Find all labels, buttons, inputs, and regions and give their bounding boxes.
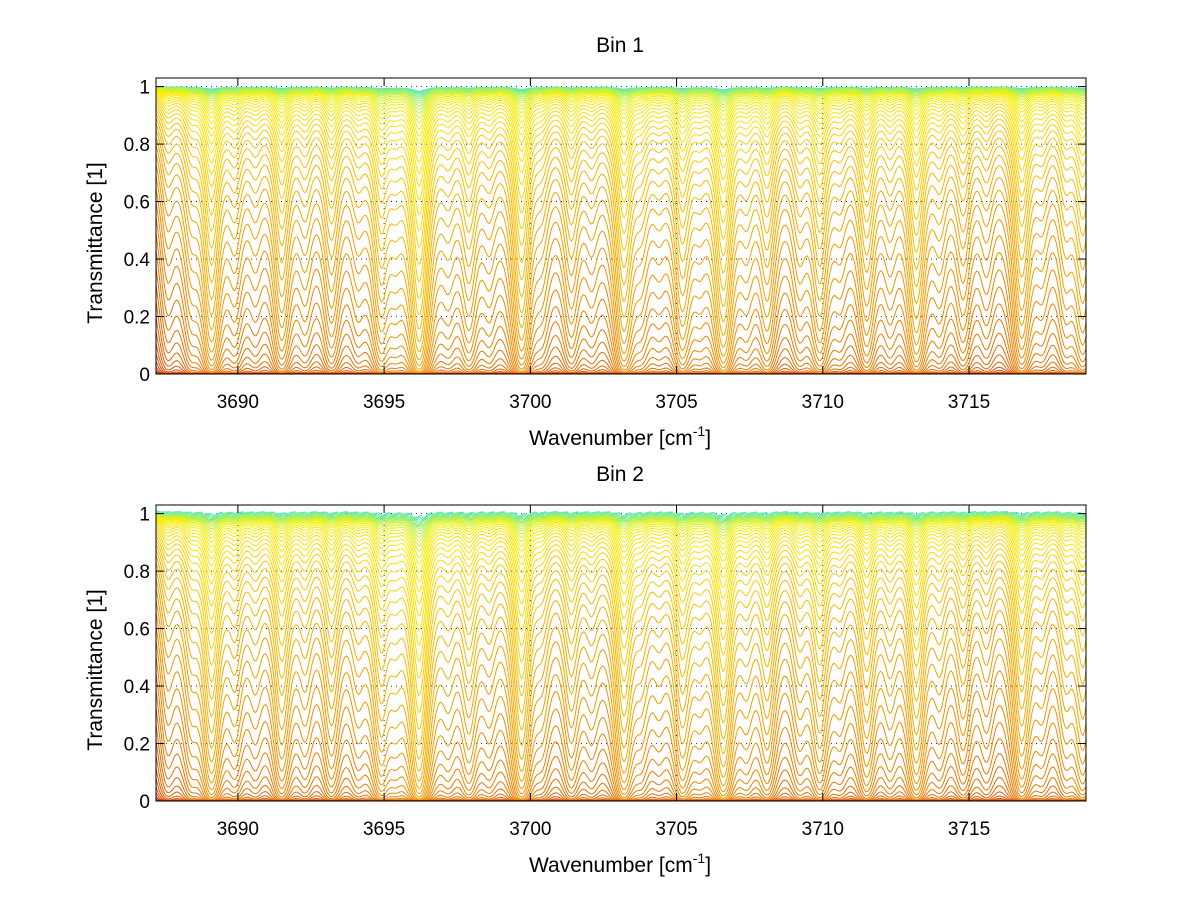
x-tick-label: 3700 xyxy=(509,392,551,413)
x-tick-label: 3715 xyxy=(948,392,990,413)
x-tick-label: 3695 xyxy=(363,392,405,413)
y-tick-label: 0 xyxy=(139,792,150,813)
x-axis-label-superscript: -1 xyxy=(693,423,706,439)
y-axis-label: Transmittance [1] xyxy=(84,162,107,323)
x-axis-label-text: Wavenumber [cm xyxy=(529,854,693,877)
x-tick-label: 3705 xyxy=(655,819,697,840)
y-tick-label: 0.4 xyxy=(124,250,151,271)
y-tick-label: 1 xyxy=(139,78,150,99)
chart-title: Bin 1 xyxy=(596,34,644,57)
x-tick-label: 3710 xyxy=(802,392,844,413)
y-axis-label: Transmittance [1] xyxy=(84,589,107,750)
x-tick-label: 3710 xyxy=(802,819,844,840)
y-tick-label: 0.6 xyxy=(124,193,150,214)
subplot-bin-2: Bin 2 3690 3695 3700 3705 3710 3715 0 0.2 0.4 0.… xyxy=(84,463,1086,877)
x-tick-label: 3695 xyxy=(363,819,405,840)
y-tick-label: 0.2 xyxy=(124,308,150,329)
x-tick-label: 3705 xyxy=(655,392,697,413)
x-axis-label: Wavenumber [cm-1] xyxy=(529,850,711,877)
x-axis-label-end: ] xyxy=(705,427,711,450)
x-axis-label-end: ] xyxy=(705,854,711,877)
y-tick-label: 0.8 xyxy=(124,135,150,156)
x-tick-label: 3690 xyxy=(217,392,259,413)
subplot-bin-1: Bin 1 3690 3695 3700 3705 3710 3715 0 0.2 0.4 0.… xyxy=(84,34,1086,450)
y-tick-label: 0 xyxy=(139,365,150,386)
y-tick-label: 0.2 xyxy=(124,735,150,756)
chart-title: Bin 2 xyxy=(596,463,644,486)
x-axis-label-text: Wavenumber [cm xyxy=(529,427,693,450)
y-tick-label: 0.6 xyxy=(124,620,150,641)
y-tick-label: 1 xyxy=(139,505,150,526)
x-tick-label: 3715 xyxy=(948,819,990,840)
y-tick-label: 0.4 xyxy=(124,677,151,698)
x-tick-label: 3690 xyxy=(217,819,259,840)
y-tick-label: 0.8 xyxy=(124,562,150,583)
x-axis-label: Wavenumber [cm-1] xyxy=(529,423,711,450)
x-tick-label: 3700 xyxy=(509,819,551,840)
x-axis-label-superscript: -1 xyxy=(693,850,706,866)
